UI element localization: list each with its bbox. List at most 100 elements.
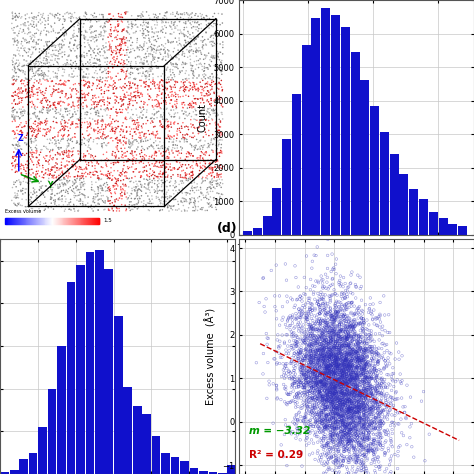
Point: [354, 337, 361, 345]
Point: [335, 394, 342, 402]
Point: [308, 300, 316, 308]
Point: [346, 433, 353, 441]
Point: [350, 406, 358, 413]
Point: [202, 191, 210, 199]
Point: [327, 297, 334, 304]
Point: [108, 193, 115, 201]
Point: [76, 52, 84, 60]
Point: [159, 77, 167, 84]
Point: [343, 361, 350, 368]
Point: [72, 163, 79, 170]
Point: [347, 375, 355, 383]
Point: [310, 369, 318, 376]
Point: [353, 428, 361, 436]
Point: [321, 401, 329, 409]
Point: [180, 110, 188, 118]
Point: [149, 74, 157, 82]
Point: [350, 381, 357, 388]
Point: [321, 414, 328, 421]
Point: [199, 146, 206, 153]
Point: [309, 368, 316, 376]
Point: [118, 38, 125, 46]
Point: [341, 399, 349, 407]
Point: [68, 12, 76, 20]
Point: [341, 337, 349, 345]
Point: [361, 434, 368, 441]
Point: [347, 410, 355, 418]
Point: [86, 122, 93, 130]
Point: [80, 182, 87, 190]
Point: [209, 157, 217, 165]
Point: [199, 144, 207, 151]
Point: [323, 426, 331, 433]
Point: [169, 38, 176, 46]
Point: [325, 391, 333, 398]
Point: [317, 343, 324, 350]
Point: [338, 351, 346, 358]
Point: [336, 416, 343, 423]
Point: [355, 458, 363, 466]
Point: [338, 395, 346, 403]
Point: [338, 434, 346, 441]
Point: [281, 384, 288, 392]
Point: [333, 313, 340, 320]
Point: [293, 390, 301, 398]
Point: [36, 125, 44, 132]
Point: [64, 133, 72, 140]
Point: [328, 330, 336, 337]
Point: [337, 367, 345, 375]
Point: [107, 174, 114, 182]
Point: [59, 125, 66, 133]
Point: [344, 430, 351, 438]
Point: [40, 42, 48, 50]
Point: [354, 339, 362, 346]
Point: [328, 350, 335, 357]
Point: [358, 456, 365, 464]
Point: [21, 172, 29, 180]
Point: [133, 146, 141, 153]
Point: [34, 95, 41, 103]
Point: [332, 376, 339, 383]
Point: [9, 66, 16, 73]
Point: [105, 87, 112, 94]
Point: [109, 85, 117, 93]
Point: [320, 352, 328, 359]
Point: [321, 404, 328, 411]
Point: [347, 432, 355, 439]
Point: [177, 143, 184, 151]
Point: [328, 431, 336, 439]
Point: [99, 130, 107, 137]
Point: [322, 378, 330, 385]
Point: [362, 444, 369, 452]
Point: [375, 357, 383, 365]
Point: [28, 34, 36, 41]
Point: [332, 387, 340, 395]
Point: [71, 73, 78, 80]
Point: [173, 61, 180, 68]
Point: [318, 435, 325, 442]
Point: [328, 312, 336, 320]
Point: [157, 27, 165, 34]
Point: [369, 368, 376, 376]
Point: [84, 17, 91, 24]
Point: [335, 330, 342, 337]
Point: [178, 51, 186, 59]
Point: [358, 364, 365, 372]
Point: [360, 401, 367, 409]
Point: [343, 419, 351, 426]
Point: [339, 390, 346, 397]
Point: [355, 398, 363, 405]
Point: [114, 137, 121, 144]
Point: [107, 26, 114, 34]
Point: [217, 173, 225, 181]
Point: [18, 160, 25, 168]
Point: [91, 13, 99, 21]
Point: [93, 74, 101, 82]
Point: [315, 342, 322, 349]
Point: [317, 327, 325, 334]
Point: [294, 350, 302, 357]
Point: [215, 50, 222, 57]
Point: [363, 401, 370, 409]
Point: [191, 82, 199, 90]
Point: [79, 198, 87, 205]
